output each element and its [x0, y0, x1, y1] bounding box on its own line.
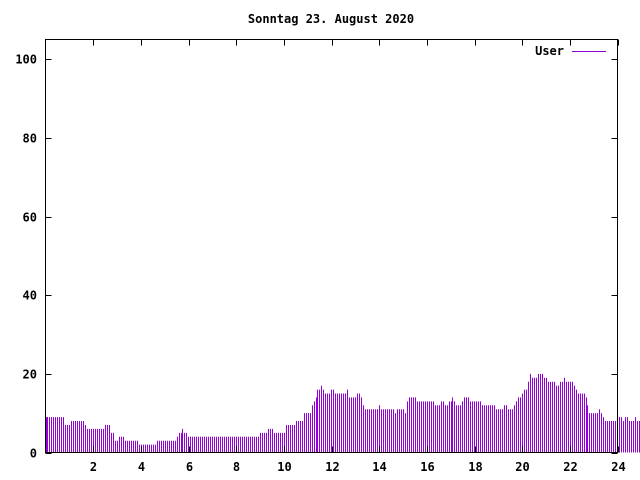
plot-frame	[45, 39, 618, 453]
x-tick-label: 8	[233, 460, 240, 474]
y-tick-label: 40	[23, 289, 37, 303]
legend-label-user: User	[535, 44, 564, 58]
x-tick-label: 12	[325, 460, 339, 474]
y-tick-label: 80	[23, 132, 37, 146]
x-tick-label: 6	[186, 460, 193, 474]
x-tick-label: 20	[515, 460, 529, 474]
x-tick-label: 22	[563, 460, 577, 474]
x-tick-label: 2	[90, 460, 97, 474]
x-tick-label: 14	[372, 460, 386, 474]
x-tick-label: 24	[611, 460, 625, 474]
x-tick-label: 16	[420, 460, 434, 474]
y-tick-label: 100	[15, 53, 37, 67]
x-tick-label: 10	[277, 460, 291, 474]
y-tick-label: 0	[30, 447, 37, 461]
y-tick-label: 20	[23, 368, 37, 382]
legend: User	[535, 44, 606, 58]
chart-title: Sonntag 23. August 2020	[248, 12, 414, 26]
y-tick-label: 60	[23, 211, 37, 225]
x-tick-label: 18	[468, 460, 482, 474]
series-user-bars	[46, 373, 640, 453]
x-tick-label: 4	[138, 460, 145, 474]
